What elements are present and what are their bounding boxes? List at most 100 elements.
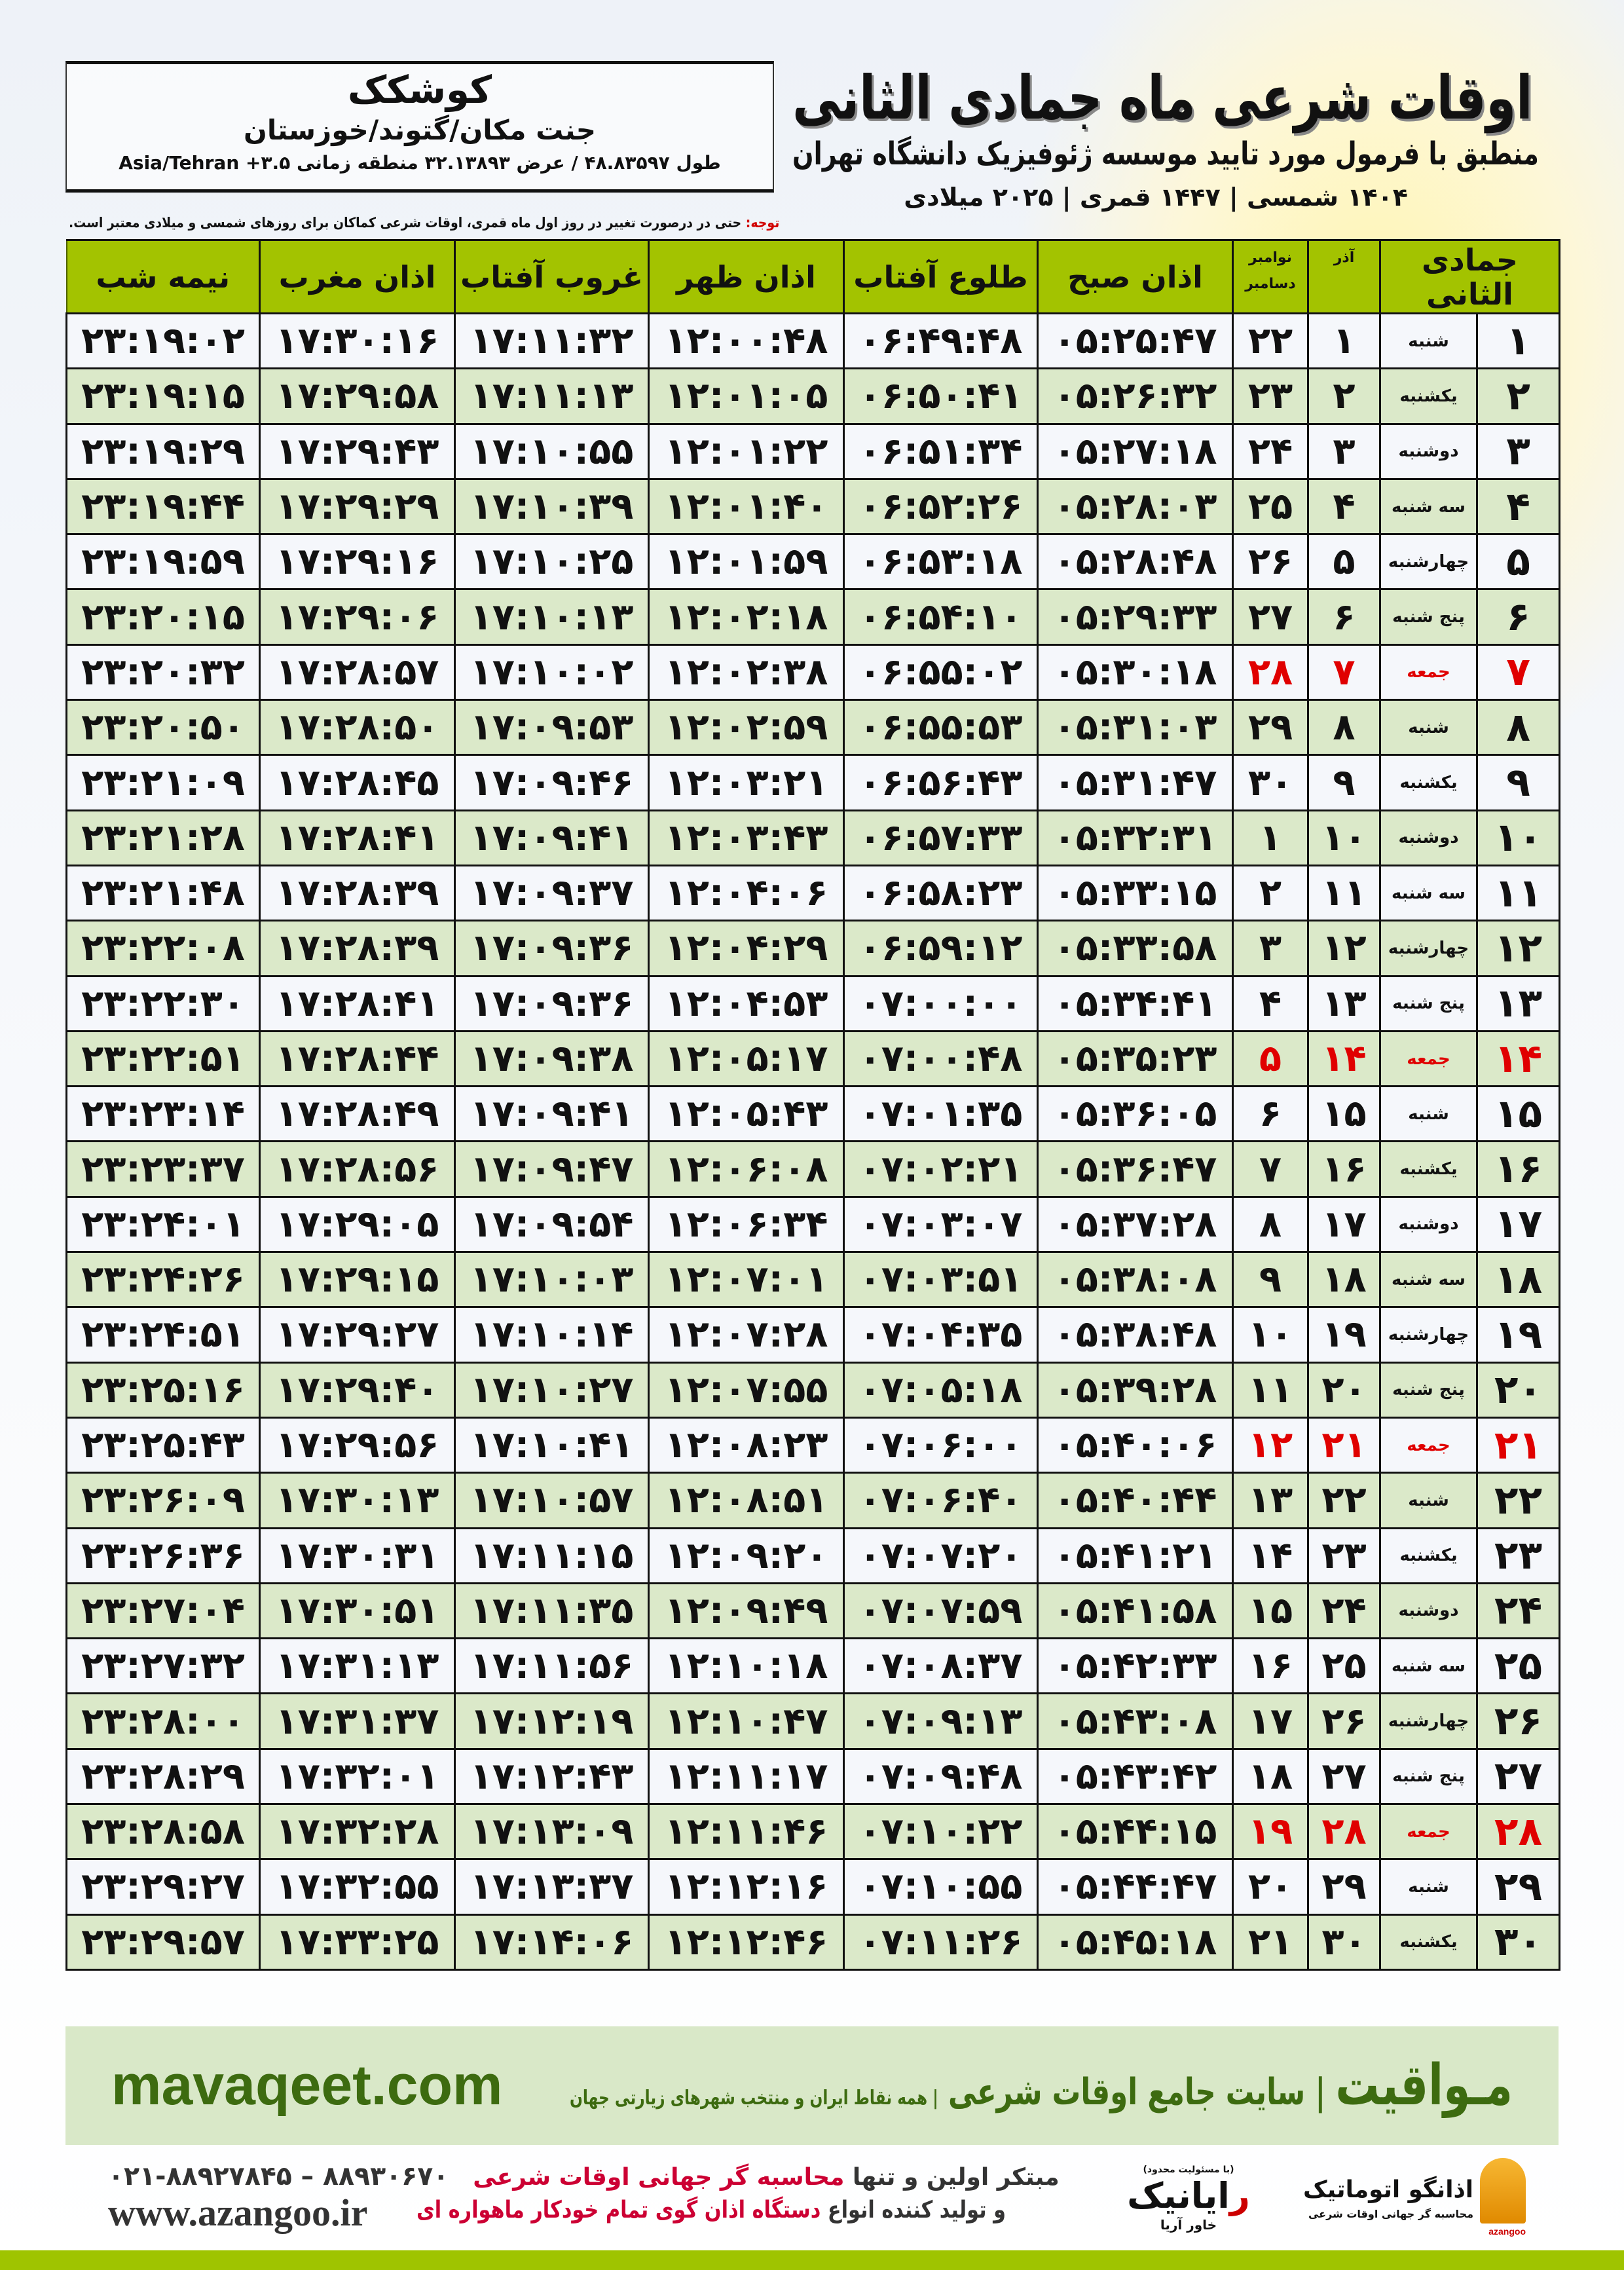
cell-zohr: ۱۲:۰۷:۰۱ (648, 1251, 845, 1309)
cell-zohr: ۱۲:۰۴:۵۳ (648, 975, 845, 1032)
cell-tolu: ۰۷:۰۱:۳۵ (843, 1085, 1039, 1143)
cell-gregorian-day: ۱۰ (1232, 1306, 1309, 1364)
col-greg-bottom: دسامبر (1245, 276, 1296, 292)
cell-weekday: چهارشنبه (1378, 533, 1479, 591)
cell-maghreb: ۱۷:۲۸:۴۵ (259, 754, 456, 811)
cell-zohr: ۱۲:۰۷:۵۵ (648, 1361, 845, 1419)
prayer-times-table: جمادی الثانی آذر نوامبر دسامبر اذان صبح ط… (65, 239, 1561, 1971)
banner-url[interactable]: mavaqeet.com (111, 2054, 503, 2117)
table-row: ۱۲ چهارشنبه ۱۲ ۳ ۰۵:۳۳:۵۸ ۰۶:۵۹:۱۲ ۱۲:۰۴:۲۹ ۱۷:… (65, 920, 1561, 977)
cell-zohr: ۱۲:۰۱:۴۰ (648, 477, 845, 536)
cell-ghorub: ۱۷:۱۰:۵۵ (454, 422, 650, 480)
col-zohr: اذان ظهر (648, 239, 845, 314)
cell-maghreb: ۱۷:۲۹:۵۶ (259, 1416, 456, 1474)
cell-azar-day: ۱۷ (1307, 1195, 1381, 1254)
cell-sobh: ۰۵:۲۸:۰۳ (1037, 477, 1234, 536)
cell-sobh: ۰۵:۲۸:۴۸ (1037, 533, 1234, 591)
cell-weekday: سه شنبه (1378, 477, 1479, 536)
col-hijri: جمادی الثانی (1379, 239, 1561, 314)
cell-zohr: ۱۲:۱۰:۴۷ (648, 1692, 845, 1750)
footer-phones: ۰۲۱-۸۸۹۲۷۸۴۵ – ۸۸۹۳۰۶۷۰ (108, 2161, 449, 2191)
cell-zohr: ۱۲:۰۲:۳۸ (648, 643, 845, 701)
cell-sobh: ۰۵:۳۷:۲۸ (1037, 1195, 1234, 1254)
cell-gregorian-day: ۲۲ (1232, 312, 1309, 370)
note-label: توجه: (745, 215, 779, 231)
table-row: ۲۷ پنج شنبه ۲۷ ۱۸ ۰۵:۴۳:۴۲ ۰۷:۰۹:۴۸ ۱۲:۱۱:۱۷ ۱۷… (65, 1747, 1561, 1806)
cell-hijri-day: ۹ (1476, 754, 1561, 811)
cell-zohr: ۱۲:۰۳:۴۳ (648, 809, 845, 866)
cell-gregorian-day: ۳۰ (1232, 754, 1309, 811)
cell-sobh: ۰۵:۳۱:۰۳ (1037, 699, 1234, 756)
cell-gregorian-day: ۷ (1232, 1140, 1309, 1198)
bottom-bar (0, 2250, 1624, 2270)
cell-weekday: یکشنبه (1378, 367, 1479, 425)
cell-maghreb: ۱۷:۳۰:۱۶ (259, 312, 456, 370)
cell-hijri-day: ۱۲ (1476, 920, 1561, 977)
cell-tolu: ۰۶:۵۹:۱۲ (843, 920, 1039, 977)
cell-ghorub: ۱۷:۱۴:۰۶ (454, 1913, 650, 1971)
location-box: کوشکک جنت مکان/گتوند/خوزستان طول ۴۸.۸۳۵۹… (65, 61, 774, 193)
col-azar: آذر (1307, 239, 1381, 314)
cell-weekday: سه شنبه (1378, 1251, 1479, 1309)
cell-weekday: سه شنبه (1378, 864, 1479, 922)
cell-azar-day: ۲۱ (1307, 1416, 1381, 1474)
cell-gregorian-day: ۱۷ (1232, 1692, 1309, 1750)
cell-weekday: شنبه (1378, 699, 1479, 756)
table-row: ۷ جمعه ۷ ۲۸ ۰۵:۳۰:۱۸ ۰۶:۵۵:۰۲ ۱۲:۰۲:۳۸ ۱۷:۱۰:۰۲… (65, 643, 1561, 701)
year-line: ۱۴۰۴ شمسی | ۱۴۴۷ قمری | ۲۰۲۵ میلادی (904, 183, 1408, 212)
cell-tolu: ۰۷:۰۳:۵۱ (843, 1251, 1039, 1309)
cell-weekday: جمعه (1378, 1416, 1479, 1474)
cell-nime-shab: ۲۳:۲۹:۲۷ (65, 1858, 261, 1916)
cell-sobh: ۰۵:۴۵:۱۸ (1037, 1913, 1234, 1971)
table-row: ۱۴ جمعه ۱۴ ۵ ۰۵:۳۵:۲۳ ۰۷:۰۰:۴۸ ۱۲:۰۵:۱۷ ۱۷:۰۹:۳… (65, 1030, 1561, 1088)
cell-zohr: ۱۲:۰۵:۱۷ (648, 1030, 845, 1088)
table-row: ۱۵ شنبه ۱۵ ۶ ۰۵:۳۶:۰۵ ۰۷:۰۱:۳۵ ۱۲:۰۵:۴۳ ۱۷:۰۹:۴… (65, 1085, 1561, 1143)
cell-sobh: ۰۵:۴۳:۰۸ (1037, 1692, 1234, 1750)
cell-maghreb: ۱۷:۲۸:۵۶ (259, 1140, 456, 1198)
table-row: ۱۸ سه شنبه ۱۸ ۹ ۰۵:۳۸:۰۸ ۰۷:۰۳:۵۱ ۱۲:۰۷:۰۱ ۱۷:۱… (65, 1251, 1561, 1309)
cell-nime-shab: ۲۳:۲۳:۱۴ (65, 1085, 261, 1143)
col-sobh: اذان صبح (1037, 239, 1234, 314)
cell-gregorian-day: ۲ (1232, 864, 1309, 922)
cell-weekday: جمعه (1378, 1030, 1479, 1088)
footer-description: مبتکر اولین و تنها محاسبه گر جهانی اوقات… (416, 2161, 1061, 2227)
cell-maghreb: ۱۷:۲۸:۵۷ (259, 643, 456, 701)
cell-azar-day: ۲۹ (1307, 1858, 1381, 1916)
cell-zohr: ۱۲:۰۱:۲۲ (648, 422, 845, 480)
footer-url[interactable]: www.azangoo.ir (108, 2191, 368, 2234)
cell-azar-day: ۲ (1307, 367, 1381, 425)
location-coords: طول ۴۸.۸۳۵۹۷ / عرض ۳۲.۱۳۸۹۳ منطقه زمانی … (119, 152, 721, 174)
cell-ghorub: ۱۷:۰۹:۴۷ (454, 1140, 650, 1198)
table-row: ۲ یکشنبه ۲ ۲۳ ۰۵:۲۶:۳۲ ۰۶:۵۰:۴۱ ۱۲:۰۱:۰۵ ۱۷:۱۱:… (65, 367, 1561, 425)
cell-weekday: یکشنبه (1378, 1913, 1479, 1971)
cell-ghorub: ۱۷:۱۰:۱۴ (454, 1306, 650, 1364)
table-body: ۱ شنبه ۱ ۲۲ ۰۵:۲۵:۴۷ ۰۶:۴۹:۴۸ ۱۲:۰۰:۴۸ ۱۷:۱۱:۳۲… (65, 312, 1561, 1971)
cell-hijri-day: ۳ (1476, 422, 1561, 480)
cell-nime-shab: ۲۳:۲۴:۵۱ (65, 1306, 261, 1364)
cell-zohr: ۱۲:۰۴:۲۹ (648, 920, 845, 977)
rayanik-r: ر (1229, 2175, 1250, 2216)
footer-line1-a: مبتکر اولین و تنها (844, 2164, 1060, 2191)
azangoo-latin: azangoo (1488, 2226, 1526, 2237)
cell-hijri-day: ۱۰ (1476, 809, 1561, 866)
cell-azar-day: ۲۳ (1307, 1527, 1381, 1584)
footer-line2-b: دستگاه اذان گوی تمام خودکار ماهواره ای (416, 2197, 821, 2223)
cell-sobh: ۰۵:۴۰:۴۴ (1037, 1472, 1234, 1529)
cell-nime-shab: ۲۳:۲۱:۰۹ (65, 754, 261, 811)
note-text: حتی در درصورت تغییر در روز اول ماه قمری،… (68, 215, 746, 231)
cell-azar-day: ۲۸ (1307, 1803, 1381, 1861)
cell-sobh: ۰۵:۴۴:۱۵ (1037, 1803, 1234, 1861)
cell-maghreb: ۱۷:۳۰:۳۱ (259, 1527, 456, 1584)
table-row: ۲۶ چهارشنبه ۲۶ ۱۷ ۰۵:۴۳:۰۸ ۰۷:۰۹:۱۳ ۱۲:۱۰:۴۷ ۱۷… (65, 1692, 1561, 1750)
cell-nime-shab: ۲۳:۲۰:۳۲ (65, 643, 261, 701)
cell-nime-shab: ۲۳:۲۵:۱۶ (65, 1361, 261, 1419)
cell-maghreb: ۱۷:۲۹:۰۶ (259, 588, 456, 646)
cell-hijri-day: ۱۶ (1476, 1140, 1561, 1198)
cell-nime-shab: ۲۳:۲۰:۵۰ (65, 699, 261, 756)
cell-gregorian-day: ۱۹ (1232, 1803, 1309, 1861)
cell-maghreb: ۱۷:۲۸:۵۰ (259, 699, 456, 756)
cell-gregorian-day: ۲۴ (1232, 422, 1309, 480)
cell-nime-shab: ۲۳:۱۹:۰۲ (65, 312, 261, 370)
cell-hijri-day: ۷ (1476, 643, 1561, 701)
cell-hijri-day: ۱۴ (1476, 1030, 1561, 1088)
